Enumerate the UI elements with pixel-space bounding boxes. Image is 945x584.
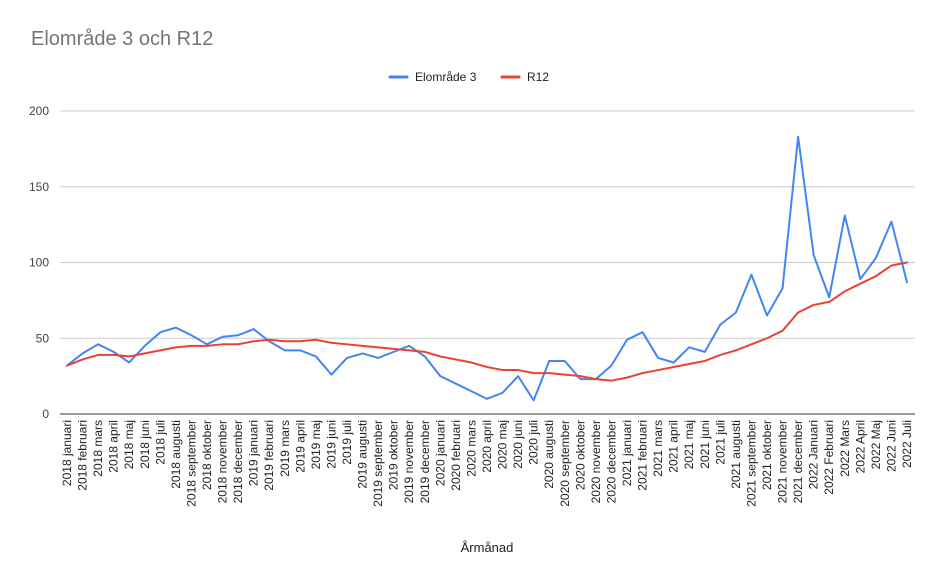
legend: Elområde 3 R12 bbox=[388, 70, 549, 84]
x-tick-label: 2020 juni bbox=[511, 420, 525, 469]
x-tick-label: 2021 februari bbox=[636, 420, 650, 491]
x-tick-label: 2019 februari bbox=[262, 420, 276, 491]
x-tick-label: 2021 augusti bbox=[729, 420, 743, 489]
x-tick-label: 2019 december bbox=[418, 420, 432, 503]
x-tick-label: 2019 januari bbox=[247, 420, 261, 486]
x-tick-label: 2021 september bbox=[744, 420, 758, 507]
series-lines bbox=[66, 135, 908, 402]
x-tick-label: 2019 augusti bbox=[356, 420, 370, 489]
y-tick-label: 100 bbox=[29, 256, 49, 270]
x-tick-label: 2018 november bbox=[216, 420, 230, 503]
x-tick-label: 2018 oktober bbox=[200, 420, 214, 490]
x-tick-label: 2021 oktober bbox=[760, 420, 774, 490]
x-tick-label: 2022 April bbox=[853, 420, 867, 473]
legend-label: Elområde 3 bbox=[415, 70, 477, 84]
x-tick-label: 2022 Januari bbox=[807, 420, 821, 489]
x-tick-label: 2021 december bbox=[791, 420, 805, 503]
x-tick-label: 2020 februari bbox=[449, 420, 463, 491]
x-tick-label: 2020 augusti bbox=[542, 420, 556, 489]
x-tick-label: 2019 oktober bbox=[387, 420, 401, 490]
x-tick-label: 2018 januari bbox=[60, 420, 74, 486]
x-tick-label: 2020 maj bbox=[496, 420, 510, 469]
x-tick-label: 2020 november bbox=[589, 420, 603, 503]
x-tick-label: 2021 juli bbox=[713, 420, 727, 465]
x-tick-label: 2019 maj bbox=[309, 420, 323, 469]
x-tick-label: 2021 april bbox=[667, 420, 681, 473]
x-tick-label: 2018 maj bbox=[122, 420, 136, 469]
x-tick-label: 2020 december bbox=[604, 420, 618, 503]
x-tick-label: 2018 april bbox=[107, 420, 121, 473]
legend-label: R12 bbox=[527, 70, 549, 84]
y-tick-label: 0 bbox=[42, 407, 49, 421]
x-tick-label: 2021 mars bbox=[651, 420, 665, 477]
series-line-2 bbox=[66, 261, 908, 382]
x-tick-label: 2018 december bbox=[231, 420, 245, 503]
x-tick-label: 2020 september bbox=[558, 420, 572, 507]
x-tick-label: 2022 Maj bbox=[869, 420, 883, 469]
series-line-1 bbox=[66, 135, 908, 402]
x-tick-label: 2018 augusti bbox=[169, 420, 183, 489]
x-tick-label: 2022 Juli bbox=[900, 420, 914, 468]
y-tick-label: 200 bbox=[29, 104, 49, 118]
x-tick-label: 2021 maj bbox=[682, 420, 696, 469]
x-axis-ticks: 2018 januari 2018 februari 2018 mars 2018 a… bbox=[60, 420, 914, 507]
x-tick-label: 2019 september bbox=[371, 420, 385, 507]
x-tick-label: 2019 juni bbox=[324, 420, 338, 469]
x-tick-label: 2019 mars bbox=[278, 420, 292, 477]
x-tick-label: 2019 april bbox=[293, 420, 307, 473]
chart-title: Elområde 3 och R12 bbox=[31, 28, 214, 50]
gridlines bbox=[60, 110, 915, 415]
x-tick-label: 2021 november bbox=[776, 420, 790, 503]
x-tick-label: 2022 Juni bbox=[884, 420, 898, 472]
x-tick-label: 2020 januari bbox=[433, 420, 447, 486]
x-tick-label: 2020 mars bbox=[464, 420, 478, 477]
x-tick-label: 2018 september bbox=[184, 420, 198, 507]
x-tick-label: 2021 juni bbox=[698, 420, 712, 469]
x-tick-label: 2018 juni bbox=[138, 420, 152, 469]
x-tick-label: 2020 juli bbox=[527, 420, 541, 465]
x-axis-label: Årmånad bbox=[461, 540, 514, 555]
x-tick-label: 2018 juli bbox=[153, 420, 167, 465]
x-tick-label: 2019 november bbox=[402, 420, 416, 503]
x-tick-label: 2022 Februari bbox=[822, 420, 836, 495]
x-tick-label: 2019 juli bbox=[340, 420, 354, 465]
x-tick-label: 2018 mars bbox=[91, 420, 105, 477]
x-tick-label: 2020 april bbox=[480, 420, 494, 473]
x-tick-label: 2021 januari bbox=[620, 420, 634, 486]
y-tick-label: 150 bbox=[29, 180, 49, 194]
y-axis-ticks: 0 50 100 150 200 bbox=[29, 104, 49, 421]
x-tick-label: 2018 februari bbox=[76, 420, 90, 491]
y-tick-label: 50 bbox=[36, 331, 50, 345]
x-tick-label: 2022 Mars bbox=[838, 420, 852, 477]
x-tick-label: 2020 oktober bbox=[573, 420, 587, 490]
